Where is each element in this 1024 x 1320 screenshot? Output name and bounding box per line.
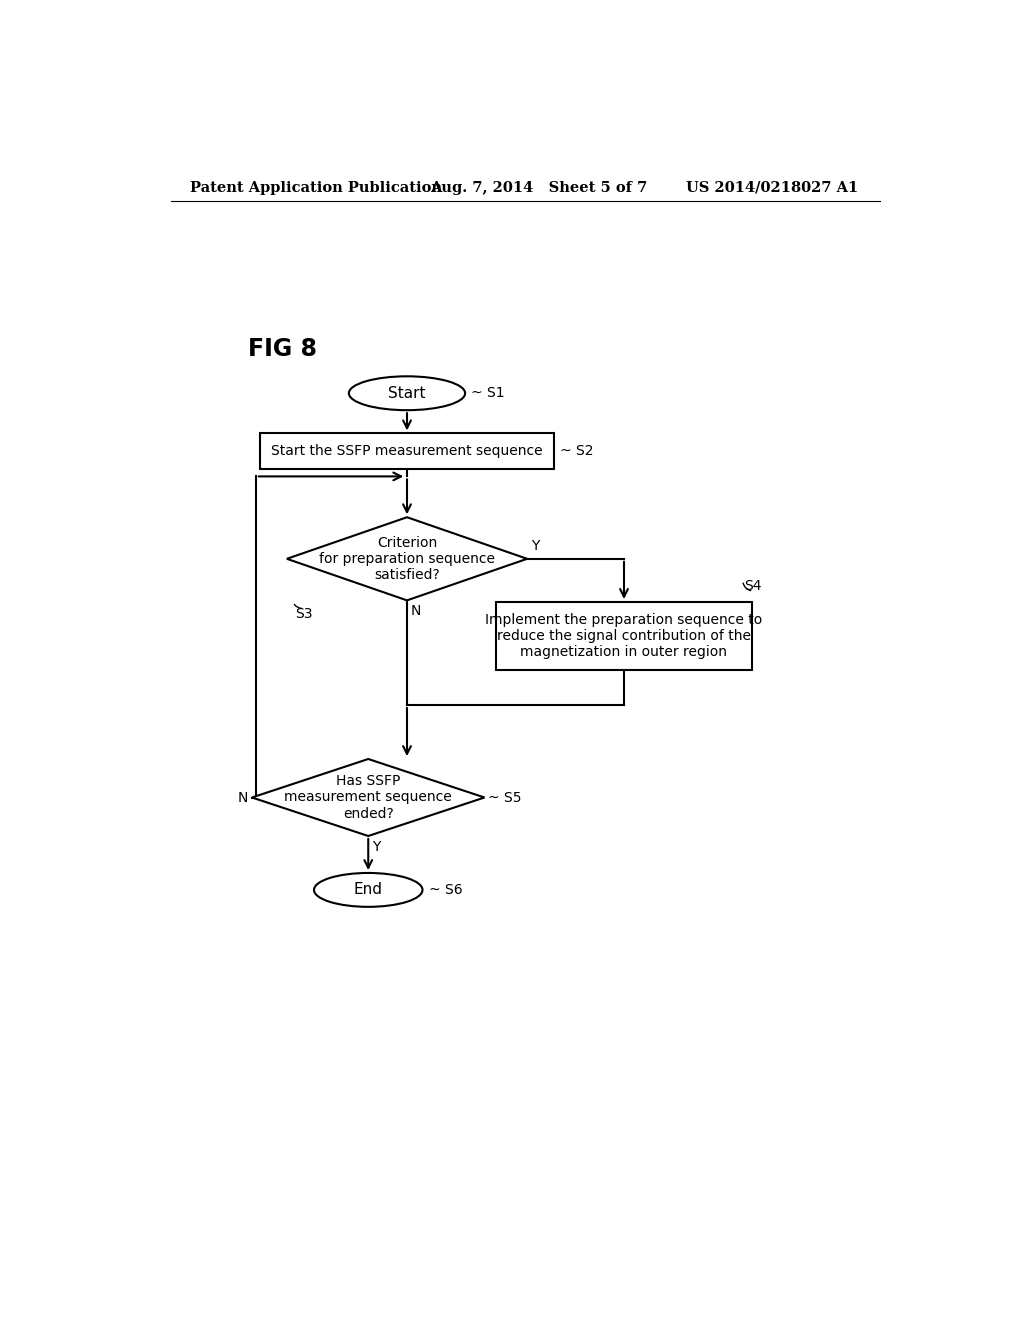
Polygon shape [252,759,484,836]
Text: ~ S5: ~ S5 [488,791,522,804]
Bar [260,433,554,469]
Text: ~ S6: ~ S6 [429,883,462,896]
Text: FIG 8: FIG 8 [248,338,317,362]
Text: Implement the preparation sequence to
reduce the signal contribution of the
magn: Implement the preparation sequence to re… [485,612,763,659]
Text: S4: S4 [744,579,762,593]
Text: Has SSFP
measurement sequence
ended?: Has SSFP measurement sequence ended? [285,775,453,821]
Text: Y: Y [372,840,381,854]
Text: Aug. 7, 2014   Sheet 5 of 7: Aug. 7, 2014 Sheet 5 of 7 [430,181,647,194]
Text: ~ S2: ~ S2 [560,444,594,458]
Ellipse shape [314,873,423,907]
Text: S3: S3 [295,607,312,620]
Text: Y: Y [531,539,540,553]
Text: Criterion
for preparation sequence
satisfied?: Criterion for preparation sequence satis… [319,536,495,582]
Text: End: End [353,882,383,898]
Ellipse shape [349,376,465,411]
Text: US 2014/0218027 A1: US 2014/0218027 A1 [686,181,858,194]
Text: N: N [238,791,248,804]
Polygon shape [287,517,527,601]
Text: N: N [411,605,421,618]
Bar [496,602,752,669]
Text: ~ S1: ~ S1 [471,387,505,400]
Text: Patent Application Publication: Patent Application Publication [190,181,442,194]
Text: Start the SSFP measurement sequence: Start the SSFP measurement sequence [271,444,543,458]
Text: Start: Start [388,385,426,401]
